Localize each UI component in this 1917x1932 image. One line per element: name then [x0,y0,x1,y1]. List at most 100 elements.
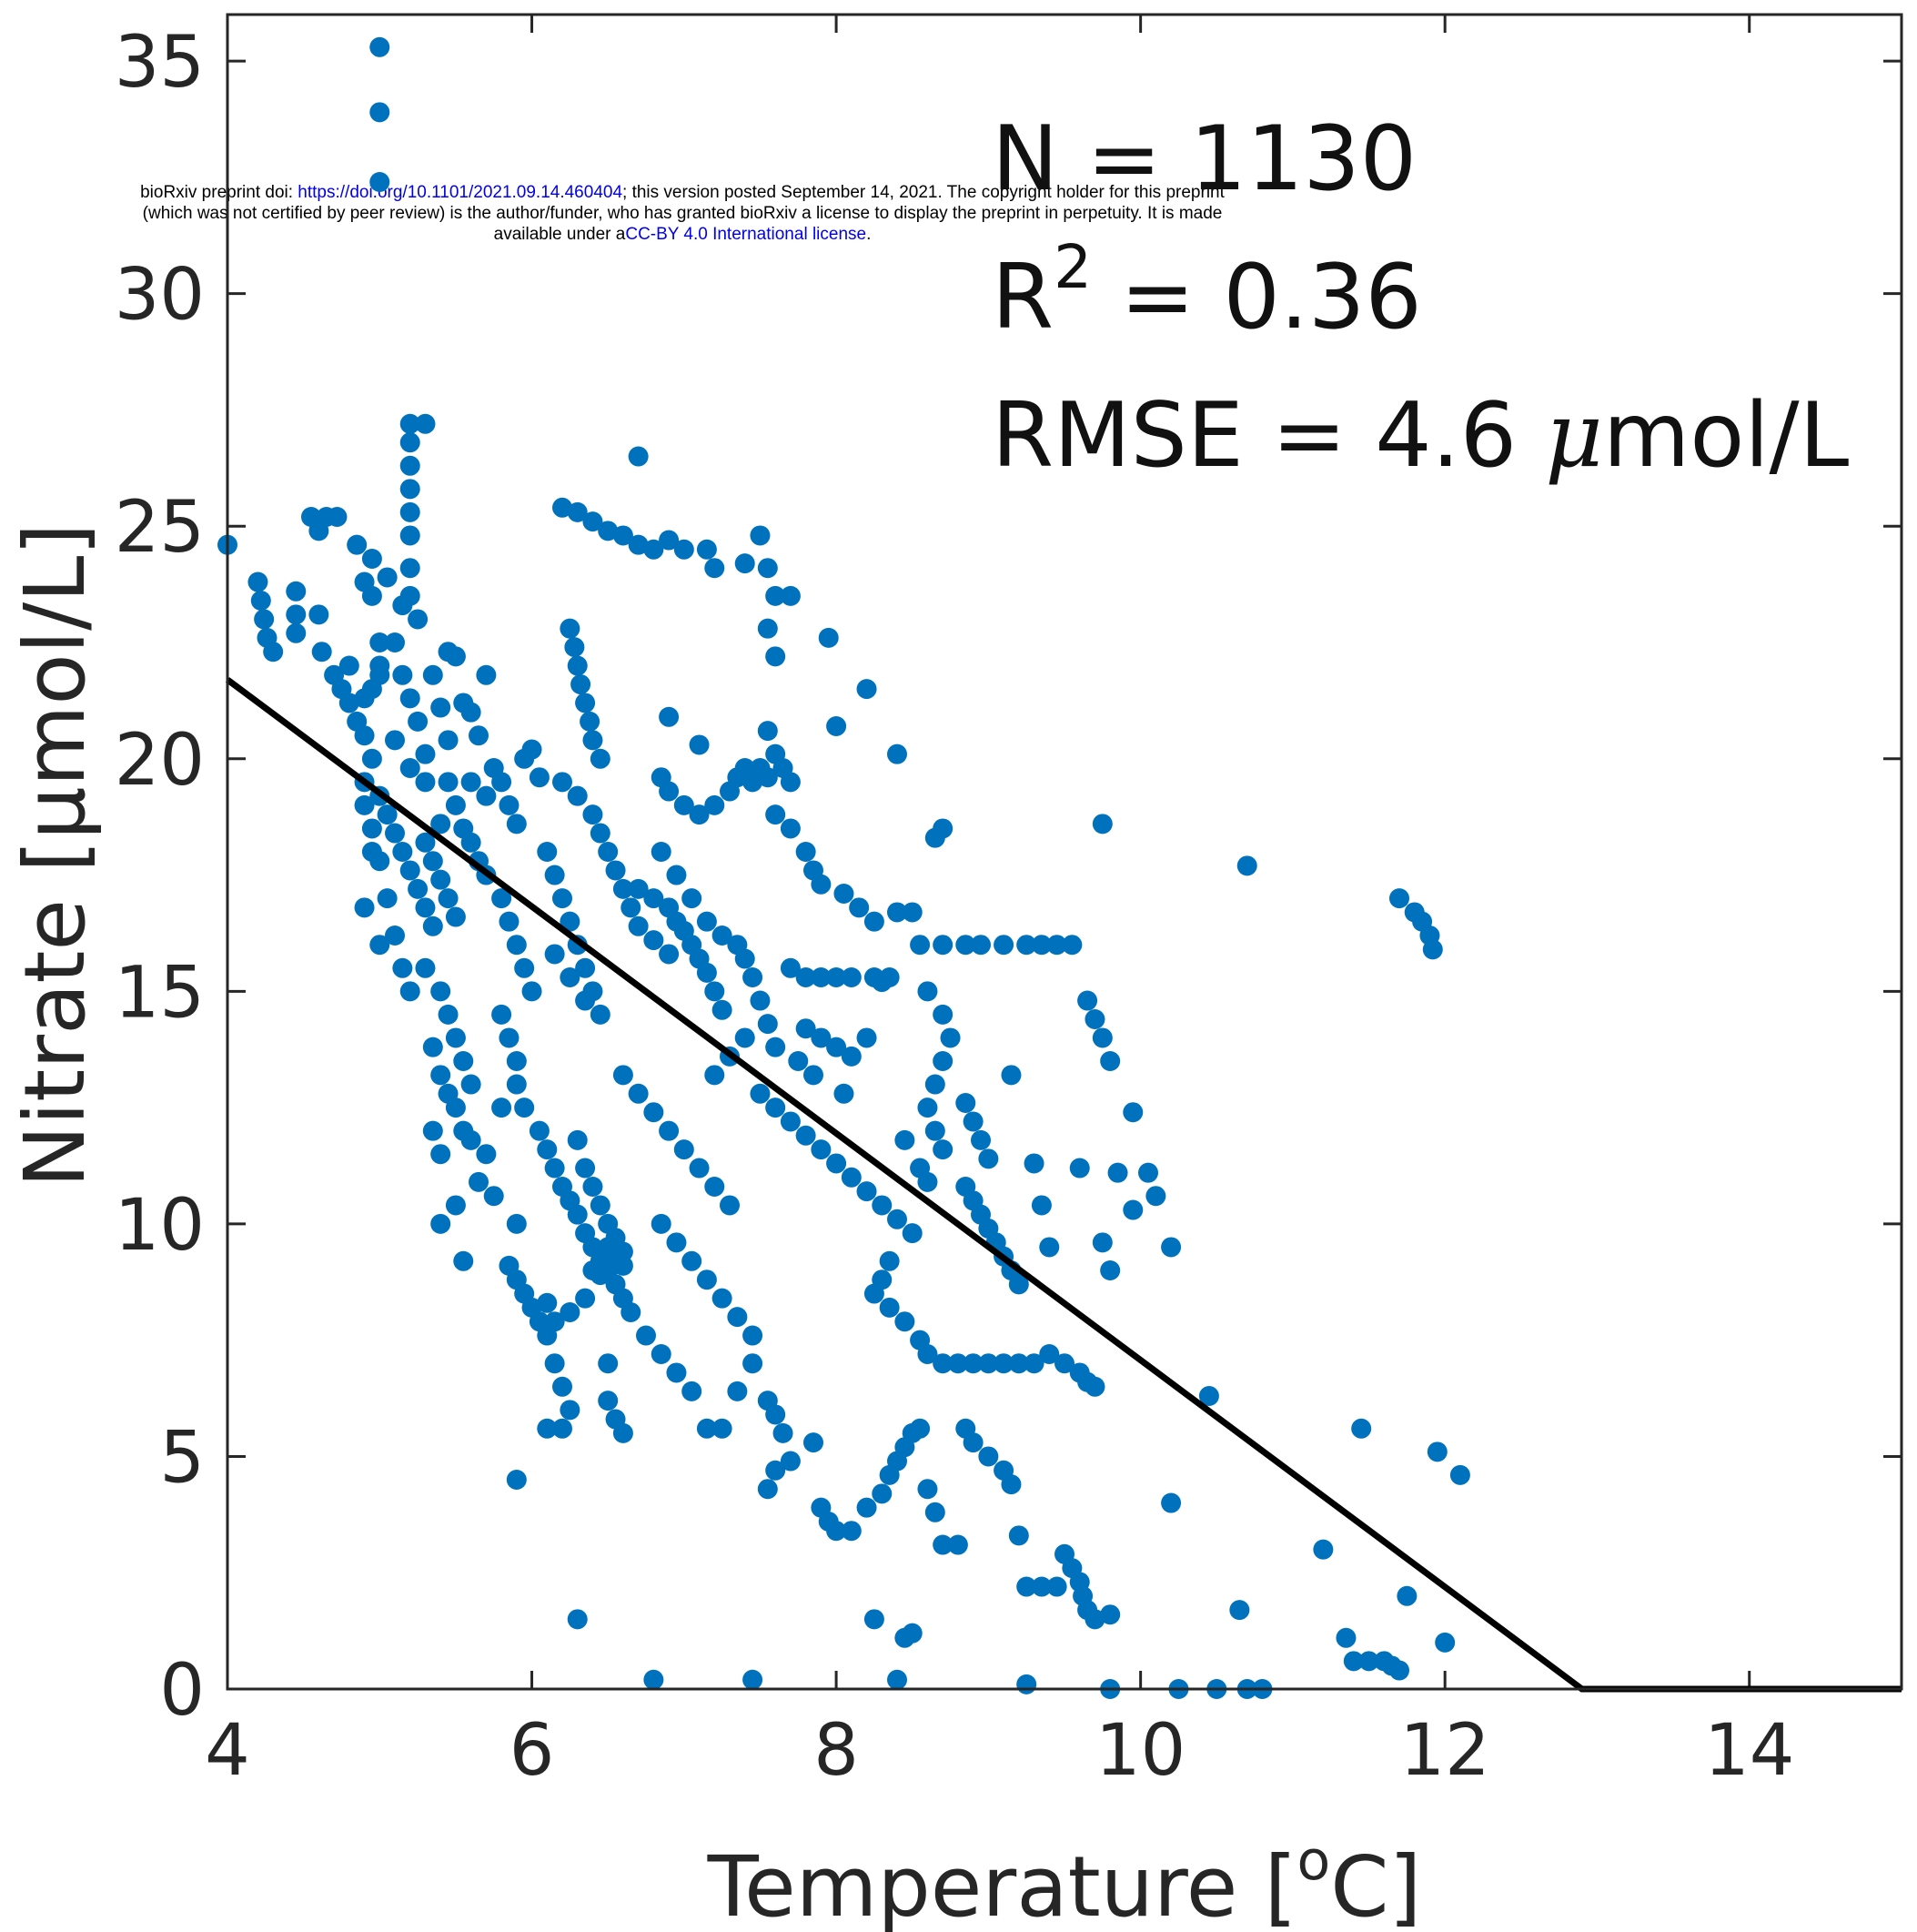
data-point [1001,1065,1022,1086]
data-point [1336,1627,1357,1648]
data-point [780,585,801,606]
data-point [666,1232,687,1253]
data-point [529,767,550,788]
data-point [1016,935,1037,956]
data-point [826,1153,847,1174]
data-point [445,794,466,815]
data-point [392,957,413,978]
data-point [590,823,610,844]
data-point [887,1669,907,1690]
data-point [369,172,390,192]
data-point [659,781,680,802]
data-point [338,655,359,676]
data-point [460,772,481,793]
data-point [590,1195,610,1216]
data-point [1397,1585,1418,1606]
data-point [757,1479,778,1500]
data-point [506,935,527,956]
x-axis-title-before: Temperature [ [707,1838,1297,1932]
data-point [560,911,580,932]
data-point [628,446,649,467]
data-point [856,1181,877,1202]
data-point [598,521,619,541]
data-point [1077,990,1098,1011]
data-point [917,1097,938,1118]
data-point [430,697,451,718]
data-point [643,1102,664,1123]
data-point [453,1051,474,1071]
data-point [347,534,368,555]
data-point [765,646,786,667]
data-point [933,1139,953,1160]
data-point [506,1051,527,1071]
data-point [894,1311,915,1332]
data-point [399,860,420,881]
data-point [933,1004,953,1025]
data-point [361,549,382,569]
data-point [887,743,907,764]
y-tick-label: 15 [115,952,205,1034]
x-tick-label: 10 [1095,1710,1186,1792]
data-point [659,706,680,727]
data-point [742,967,763,987]
license-link[interactable]: CC-BY 4.0 International license [625,225,867,244]
data-point [651,1344,671,1364]
data-point [567,1204,588,1225]
data-point [963,1353,984,1374]
data-point [803,1065,823,1086]
data-point [1123,1199,1144,1220]
data-point [560,1302,580,1322]
data-point [415,832,436,853]
data-point [872,972,893,993]
data-point [377,567,398,588]
data-point [924,1074,945,1095]
data-point [582,730,603,751]
data-point [947,1534,968,1555]
plot-frame [226,13,1903,1691]
data-point [704,1177,725,1197]
preprint-text: . [866,225,872,244]
data-point [544,944,565,965]
data-point [1085,1009,1105,1029]
data-point [385,926,405,946]
data-point [1198,1386,1219,1406]
y-tick-label: 10 [115,1185,205,1267]
data-point [978,1148,999,1169]
data-point [1100,1051,1121,1071]
data-point [598,1391,619,1411]
data-point [286,604,307,625]
data-point [491,1004,512,1025]
stats-r2: R2 = 0.36 [992,232,1422,349]
data-point [354,725,375,746]
data-point [780,1451,801,1472]
data-point [445,1195,466,1216]
data-point [1085,1609,1105,1630]
data-point [750,525,771,546]
x-tick-label: 12 [1400,1710,1490,1792]
data-point [1435,1632,1456,1653]
data-point [711,999,732,1020]
data-point [430,869,451,890]
data-point [552,497,572,518]
data-point [917,1171,938,1192]
data-point [327,507,348,527]
data-point [1100,1604,1121,1625]
data-point [795,1018,816,1039]
data-point [399,432,420,453]
data-point [537,842,558,862]
data-point [643,930,664,951]
data-point [1351,1418,1372,1439]
data-point [704,558,725,579]
data-point [833,884,854,904]
data-point [1092,1232,1113,1253]
data-point [1085,1376,1105,1397]
data-point [399,558,420,579]
data-point [826,716,847,736]
data-point [902,1623,923,1644]
data-point [795,967,816,987]
data-point [399,413,420,434]
data-point [628,1083,649,1104]
data-point [567,501,588,522]
preprint-text: ; this version posted September 14, 2021… [622,183,1225,202]
